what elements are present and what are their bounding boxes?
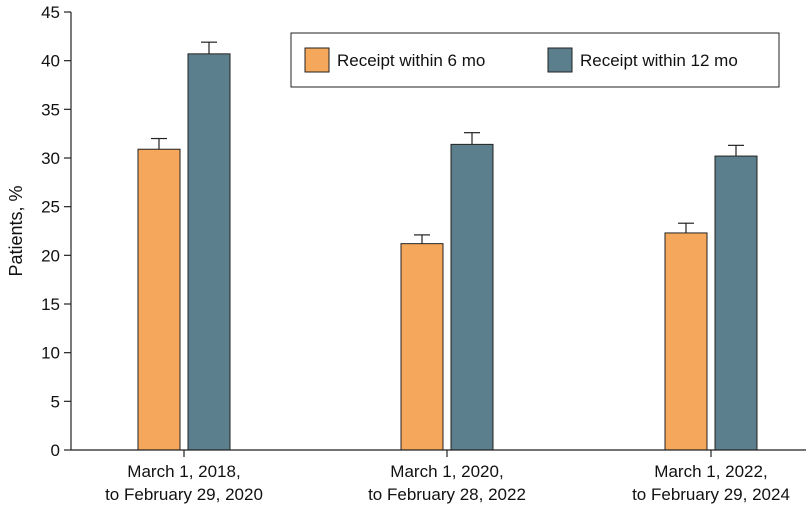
y-tick-label: 30 (41, 149, 60, 168)
bar-receipt-6mo (137, 148, 181, 451)
legend-label: Receipt within 6 mo (337, 51, 485, 70)
y-tick-label: 45 (41, 3, 60, 22)
bars (137, 41, 758, 451)
bar-receipt-12mo (187, 53, 231, 451)
y-tick-label: 35 (41, 100, 60, 119)
x-tick-label: March 1, 2020, (390, 462, 503, 481)
x-axis: March 1, 2018, to February 29, 2020 March … (71, 449, 806, 504)
bar-receipt-12mo (714, 155, 758, 451)
x-tick-label: to February 28, 2022 (368, 485, 526, 504)
y-tick-label: 5 (51, 392, 60, 411)
y-tick-label: 15 (41, 295, 60, 314)
y-tick-label: 20 (41, 246, 60, 265)
y-tick-label: 0 (51, 441, 60, 460)
legend-swatch (304, 47, 330, 73)
x-tick-label: to February 29, 2020 (105, 485, 263, 504)
x-tick-label: to February 29, 2024 (632, 485, 790, 504)
bar-receipt-6mo (664, 232, 708, 451)
y-tick-label: 25 (41, 198, 60, 217)
y-axis: 0 5 10 15 20 25 30 35 40 45 (41, 3, 72, 460)
legend: Receipt within 6 mo Receipt within 12 mo (290, 32, 780, 88)
x-tick-label: March 1, 2018, (127, 462, 240, 481)
y-axis-title: Patients, % (6, 185, 26, 276)
y-tick-label: 40 (41, 52, 60, 71)
bar-receipt-6mo (400, 243, 444, 451)
legend-swatch (547, 47, 573, 73)
x-tick-label: March 1, 2022, (654, 462, 767, 481)
bar-receipt-12mo (450, 143, 494, 451)
legend-box (290, 32, 780, 88)
y-tick-label: 10 (41, 344, 60, 363)
legend-label: Receipt within 12 mo (580, 51, 738, 70)
